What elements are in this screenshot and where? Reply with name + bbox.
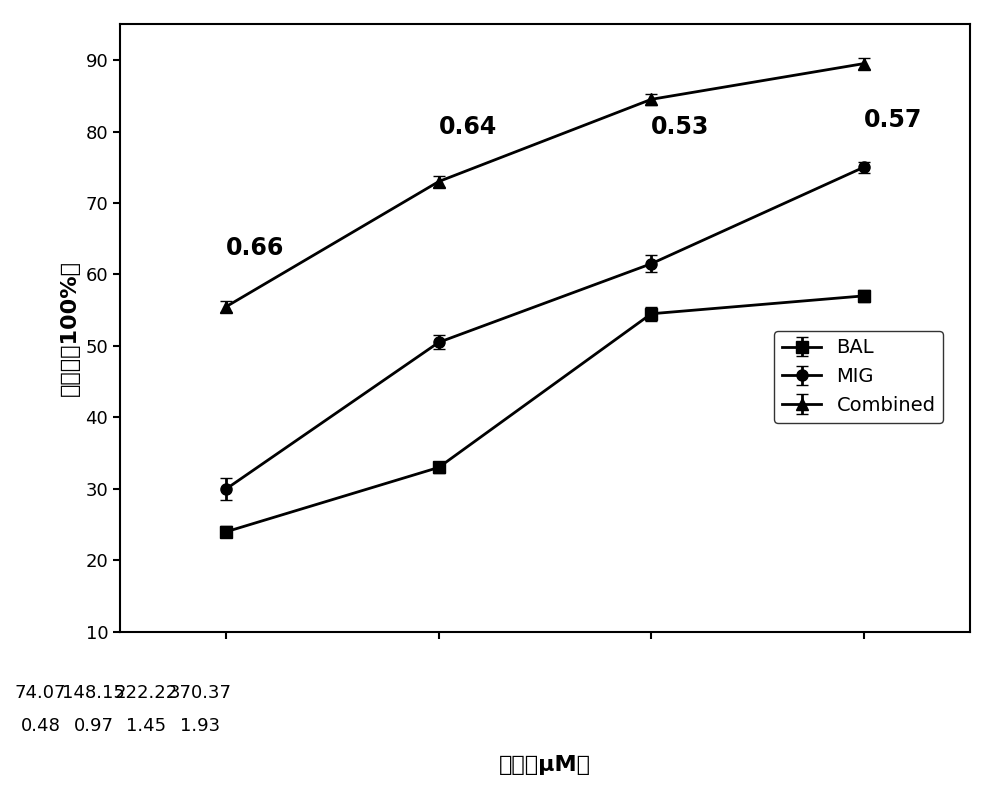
Text: 0.66: 0.66 [226, 237, 285, 260]
Text: 浓度（μM）: 浓度（μM） [499, 756, 591, 775]
Text: 0.57: 0.57 [864, 108, 922, 131]
Text: 370.37: 370.37 [168, 684, 231, 701]
Text: 222.22: 222.22 [115, 684, 178, 701]
Text: 0.53: 0.53 [651, 115, 710, 139]
Text: 0.97: 0.97 [73, 717, 113, 735]
Text: 1.93: 1.93 [180, 717, 220, 735]
Y-axis label: 抑制率（100%）: 抑制率（100%） [60, 260, 80, 396]
Text: 74.07: 74.07 [15, 684, 66, 701]
Legend: BAL, MIG, Combined: BAL, MIG, Combined [774, 330, 943, 423]
Text: 1.45: 1.45 [126, 717, 167, 735]
Text: 148.15: 148.15 [62, 684, 125, 701]
Text: 0.64: 0.64 [439, 115, 497, 139]
Text: 0.48: 0.48 [20, 717, 60, 735]
